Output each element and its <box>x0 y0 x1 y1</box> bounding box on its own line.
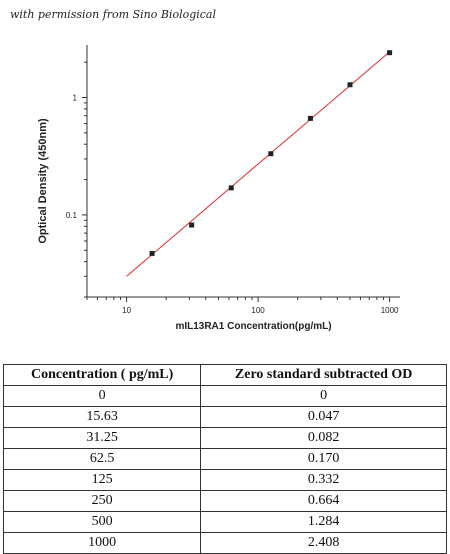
y-tick-label: 0.1 <box>66 211 78 220</box>
data-point <box>149 250 155 256</box>
table-row: 125 0.332 <box>2 469 447 491</box>
table-row: 31.25 0.082 <box>2 427 447 449</box>
concentration-cell: 15.63 <box>2 406 202 428</box>
od-cell: 1.284 <box>200 511 447 533</box>
y-tick-label: 1 <box>73 94 78 103</box>
x-axis-label: mIL13RA1 Concentration(pg/mL) <box>175 321 331 332</box>
x-tick-label: 100 <box>251 306 265 315</box>
table-row: 250 0.664 <box>2 490 447 512</box>
od-cell: 0.332 <box>200 469 447 491</box>
y-axis-label: Optical Density (450nm) <box>37 118 49 244</box>
table-row: 1000 2.408 <box>2 532 447 554</box>
od-header: Zero standard subtracted OD <box>200 364 447 386</box>
concentration-cell: 1000 <box>2 532 202 554</box>
fit-line <box>126 51 390 277</box>
data-point <box>189 222 195 228</box>
data-points <box>149 50 393 256</box>
data-point <box>307 115 313 121</box>
data-point <box>228 185 234 191</box>
od-data-table: Concentration ( pg/mL) Zero standard sub… <box>2 364 447 554</box>
data-point <box>268 151 274 157</box>
table-row: 15.63 0.047 <box>2 406 447 428</box>
table-header-row: Concentration ( pg/mL) Zero standard sub… <box>2 364 447 386</box>
od-cell: 2.408 <box>200 532 447 554</box>
fit-line-group <box>126 51 390 277</box>
od-cell: 0.082 <box>200 427 447 449</box>
x-tick-label: 1000 <box>381 306 399 315</box>
od-cell: 0.170 <box>200 448 447 470</box>
od-cell: 0.047 <box>200 406 447 428</box>
concentration-cell: 0 <box>2 385 202 407</box>
data-point <box>347 82 353 88</box>
table-row: 500 1.284 <box>2 511 447 533</box>
concentration-cell: 62.5 <box>2 448 202 470</box>
data-point <box>387 50 393 56</box>
concentration-cell: 31.25 <box>2 427 202 449</box>
table-row: 62.5 0.170 <box>2 448 447 470</box>
concentration-cell: 125 <box>2 469 202 491</box>
concentration-cell: 250 <box>2 490 202 512</box>
credit-text: with permission from Sino Biological <box>10 8 217 21</box>
od-cell: 0 <box>200 385 447 407</box>
x-tick-label: 10 <box>122 306 131 315</box>
axes: 10 100 1000 0.1 1 <box>66 45 400 315</box>
standard-curve-chart: 10 100 1000 0.1 1 mIL13RA1 Concentration(pg/… <box>37 45 400 332</box>
concentration-cell: 500 <box>2 511 202 533</box>
concentration-header: Concentration ( pg/mL) <box>2 364 202 386</box>
od-cell: 0.664 <box>200 490 447 512</box>
table-row: 0 0 <box>2 385 447 407</box>
